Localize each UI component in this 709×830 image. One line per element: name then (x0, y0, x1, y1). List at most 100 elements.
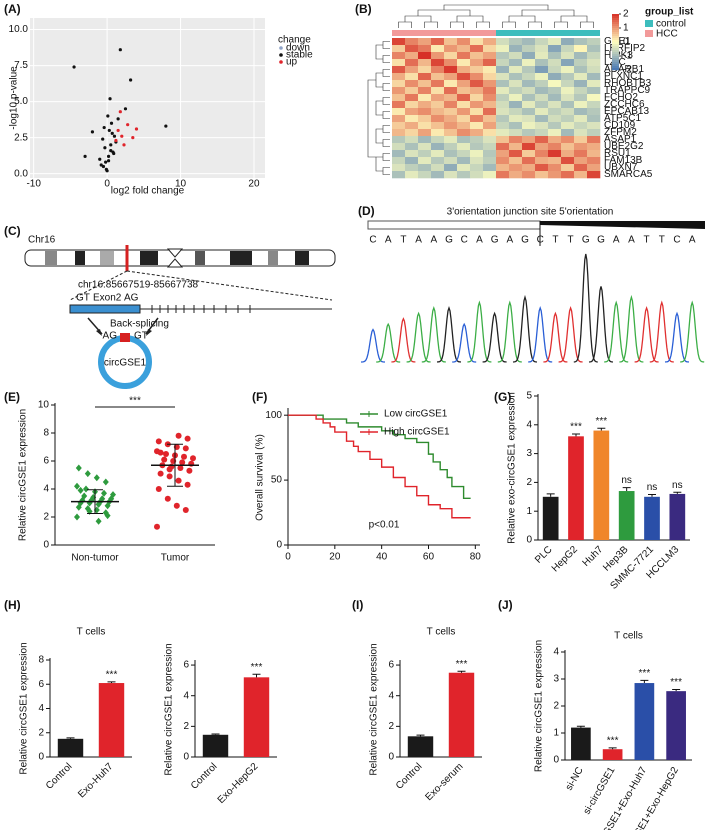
point (175, 477, 182, 484)
heat-cell (418, 143, 432, 151)
heat-cell (444, 38, 458, 46)
heat-cell (405, 143, 419, 151)
heat-cell (392, 143, 406, 151)
x-tick-label: HepG2 (550, 544, 580, 574)
heat-cell (535, 87, 549, 95)
heat-cell (483, 94, 497, 102)
heat-cell (470, 80, 484, 88)
heat-cell (470, 150, 484, 158)
group-cell (548, 30, 561, 36)
heat-cell (496, 115, 510, 123)
heat-cell (470, 59, 484, 67)
heat-cell (392, 171, 406, 179)
heat-cell (405, 45, 419, 53)
heat-cell (496, 157, 510, 165)
heat-cell (483, 115, 497, 123)
heat-cell (405, 52, 419, 60)
heat-cell (522, 136, 536, 144)
heat-cell (496, 66, 510, 74)
heat-cell (561, 129, 575, 137)
y-tick-label: 8 (38, 655, 44, 666)
row-label: ADARB1 (604, 64, 644, 75)
point (110, 131, 114, 135)
colorbar-cell (612, 44, 619, 47)
colorbar-label: 2 (623, 9, 629, 20)
band (230, 251, 252, 265)
colorbar-cell (612, 46, 619, 49)
panel-label: (I) (352, 598, 363, 612)
bar (571, 727, 591, 760)
y-axis-label: Relative circGSE1 expression (18, 409, 29, 541)
heat-cell (587, 52, 601, 60)
base: A (506, 235, 513, 246)
heat-cell (535, 38, 549, 46)
x-axis-label: log2 fold change (111, 186, 185, 197)
heat-cell (431, 101, 445, 109)
heat-cell (444, 59, 458, 67)
significance: *** (639, 668, 651, 679)
base: T (644, 235, 650, 246)
panel-label: (J) (498, 598, 513, 612)
heat-cell (444, 157, 458, 165)
chromosome-label: Chr16 (28, 235, 56, 246)
heat-cell (483, 129, 497, 137)
row-label: SMARCA5 (604, 169, 653, 180)
error-bar (546, 493, 555, 497)
heat-cell (470, 115, 484, 123)
peak (634, 306, 659, 363)
heat-cell (561, 94, 575, 102)
heat-cell (418, 171, 432, 179)
heat-cell (405, 38, 419, 46)
heat-cell (522, 94, 536, 102)
y-tick-label: 10.0 (9, 24, 29, 35)
heat-cell (587, 150, 601, 158)
legend-swatch (645, 20, 653, 27)
bar (669, 493, 686, 540)
point (182, 445, 189, 452)
point (157, 470, 164, 477)
point (164, 124, 168, 128)
peak (512, 294, 538, 363)
bar (602, 749, 623, 760)
heat-cell (418, 87, 432, 95)
base: C (673, 235, 680, 246)
bar (618, 491, 635, 540)
peak (391, 317, 416, 363)
heat-cell (444, 73, 458, 81)
row-label: ATP5C1 (604, 113, 641, 124)
peak (558, 306, 583, 363)
colorbar-cell (612, 60, 619, 63)
heat-cell (509, 171, 523, 179)
heat-cell (431, 80, 445, 88)
y-tick-label: 2 (38, 727, 44, 738)
point (77, 486, 84, 494)
row-label: ZCCHC6 (604, 99, 645, 110)
group-cell (405, 30, 418, 36)
heat-cell (509, 52, 523, 60)
heat-cell (509, 101, 523, 109)
heat-cell (457, 101, 471, 109)
base: A (476, 235, 483, 246)
heat-cell (548, 101, 562, 109)
error-bar (608, 747, 617, 750)
y-axis-label: Overall survival (%) (255, 434, 266, 521)
point (106, 159, 111, 163)
base: A (385, 235, 392, 246)
heat-cell (574, 73, 588, 81)
heat-cell (587, 115, 601, 123)
x-tick-label: Tumor (161, 553, 190, 564)
heat-cell (483, 45, 497, 53)
splice-site: AG (124, 293, 139, 304)
heat-cell (405, 59, 419, 67)
heat-cell (548, 171, 562, 179)
y-tick-label: 5.0 (14, 96, 28, 107)
peak (680, 300, 705, 363)
heat-cell (522, 59, 536, 67)
group-cell (574, 30, 587, 36)
heat-cell (444, 108, 458, 116)
plot-background (30, 18, 265, 178)
band (295, 251, 309, 265)
heat-cell (444, 122, 458, 130)
